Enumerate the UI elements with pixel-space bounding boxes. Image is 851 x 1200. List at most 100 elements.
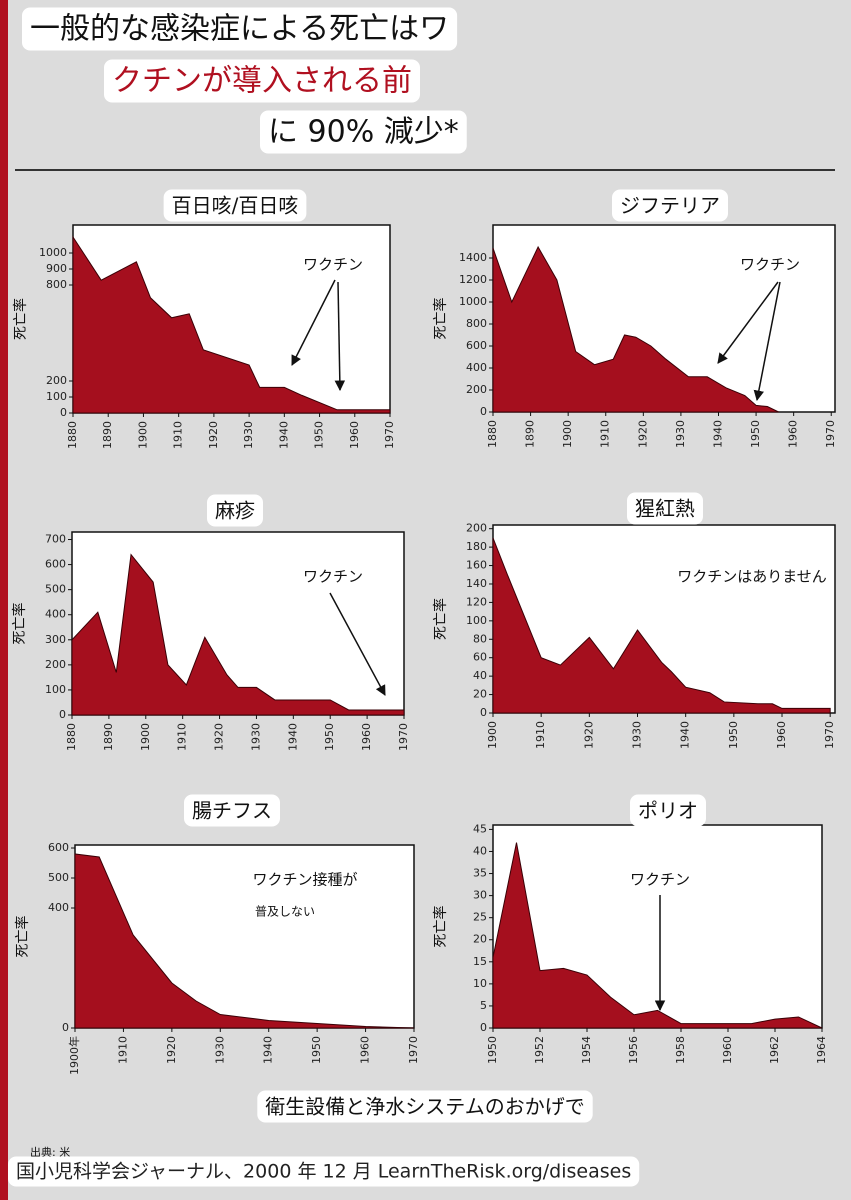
x-tick-label: 1960 <box>360 723 373 751</box>
y-tick-label: 140 <box>466 577 487 590</box>
annotation: ワクチンはありません <box>677 568 827 586</box>
y-tick-label: 10 <box>473 977 487 990</box>
annotation: ワクチン <box>630 871 690 889</box>
y-tick-label: 40 <box>473 669 487 682</box>
label-bubble <box>733 252 807 277</box>
x-tick-label: 1910 <box>116 1036 129 1064</box>
chart-title: ジフテリア <box>620 194 720 218</box>
y-tick-label: 15 <box>473 955 487 968</box>
x-tick-label: 1920 <box>582 721 595 749</box>
source-prefix: 出典: 米 <box>30 1145 70 1159</box>
y-tick-label: 100 <box>466 614 487 627</box>
label-bubble <box>104 59 420 103</box>
y-tick-label: 20 <box>473 933 487 946</box>
y-tick-label: 200 <box>46 374 67 387</box>
y-tick-label: 600 <box>45 558 66 571</box>
source: 国小児科学会ジャーナル、2000 年 12 月 LearnTheRisk.org… <box>16 1161 631 1183</box>
y-tick-label: 160 <box>466 559 487 572</box>
y-tick-label: 400 <box>45 608 66 621</box>
x-tick-label: 1890 <box>524 420 537 448</box>
x-tick-label: 1880 <box>486 420 499 448</box>
x-tick-label: 1910 <box>534 721 547 749</box>
x-tick-label: 1962 <box>768 1036 781 1064</box>
x-tick-label: 1970 <box>824 420 837 448</box>
x-tick-label: 1920 <box>636 420 649 448</box>
x-tick-label: 1930 <box>249 723 262 751</box>
x-tick-label: 1940 <box>679 721 692 749</box>
annotation: ワクチン <box>303 256 363 274</box>
label-bubble <box>296 252 370 277</box>
y-tick-label: 1400 <box>459 251 487 264</box>
x-tick-label: 1950 <box>486 1036 499 1064</box>
x-tick-label: 1930 <box>631 721 644 749</box>
footer-caption: 衛生設備と浄水システムのおかげで <box>265 1095 584 1119</box>
x-tick-label: 1970 <box>397 723 410 751</box>
x-tick-label: 1950 <box>313 421 326 449</box>
y-tick-label: 200 <box>45 658 66 671</box>
x-tick-label: 1910 <box>176 723 189 751</box>
x-tick-label: 1900 <box>139 723 152 751</box>
area <box>492 245 779 413</box>
header-line: 一般的な感染症による死亡はワ <box>30 12 449 47</box>
x-tick-label: 1960 <box>721 1036 734 1064</box>
area <box>74 853 415 1029</box>
chart-title: 猩紅熱 <box>635 497 695 521</box>
chart-title: 麻疹 <box>215 499 255 523</box>
header-line: に 90% 減少* <box>268 115 459 150</box>
label-bubble <box>612 189 728 222</box>
y-tick-label: 700 <box>45 533 66 546</box>
y-tick-label: 0 <box>60 406 67 419</box>
y-tick-label: 60 <box>473 651 487 664</box>
y-tick-label: 800 <box>46 278 67 291</box>
x-tick-label: 1964 <box>815 1036 828 1064</box>
y-tick-label: 20 <box>473 688 487 701</box>
y-tick-label: 40 <box>473 844 487 857</box>
x-tick-label: 1920 <box>165 1036 178 1064</box>
x-tick-label: 1952 <box>533 1036 546 1064</box>
y-tick-label: 100 <box>46 390 67 403</box>
x-tick-label: 1956 <box>627 1036 640 1064</box>
x-tick-label: 1940 <box>286 723 299 751</box>
y-tick-label: 30 <box>473 889 487 902</box>
x-tick-label: 1970 <box>823 721 836 749</box>
y-tick-label: 1000 <box>459 295 487 308</box>
y-tick-label: 1200 <box>459 273 487 286</box>
y-tick-label: 900 <box>46 262 67 275</box>
x-tick-label: 1950 <box>727 721 740 749</box>
y-tick-label: 80 <box>473 632 487 645</box>
y-tick-label: 200 <box>466 383 487 396</box>
y-tick-label: 35 <box>473 867 487 880</box>
label-bubble <box>257 1090 593 1123</box>
x-tick-label: 1930 <box>242 421 255 449</box>
label-bubble <box>246 867 364 892</box>
y-tick-label: 5 <box>480 999 487 1012</box>
x-tick-label: 1900 <box>486 721 499 749</box>
y-tick-label: 400 <box>48 901 69 914</box>
x-tick-label: 1960 <box>775 721 788 749</box>
area <box>72 235 391 414</box>
x-tick-label: 1950 <box>310 1036 323 1064</box>
y-tick-label: 0 <box>480 405 487 418</box>
x-tick-label: 1890 <box>102 723 115 751</box>
y-tick-label: 500 <box>48 871 69 884</box>
x-tick-label: 1910 <box>599 420 612 448</box>
x-tick-label: 1950 <box>749 420 762 448</box>
x-tick-label: 1940 <box>277 421 290 449</box>
x-tick-label: 1890 <box>101 421 114 449</box>
x-tick-label: 1930 <box>213 1036 226 1064</box>
y-tick-label: 600 <box>466 339 487 352</box>
area <box>71 553 405 716</box>
y-tick-label: 1000 <box>39 246 67 259</box>
label-bubble <box>630 794 706 827</box>
x-tick-label: 1940 <box>711 420 724 448</box>
y-tick-label: 0 <box>59 708 66 721</box>
y-axis-label: 死亡率 <box>432 598 449 640</box>
x-tick-label: 1920 <box>207 421 220 449</box>
x-tick-label: 1880 <box>66 421 79 449</box>
x-tick-label: 1880 <box>65 723 78 751</box>
annotation: ワクチン接種が <box>252 871 357 889</box>
annotation: 普及しない <box>255 905 315 919</box>
area <box>492 842 823 1029</box>
